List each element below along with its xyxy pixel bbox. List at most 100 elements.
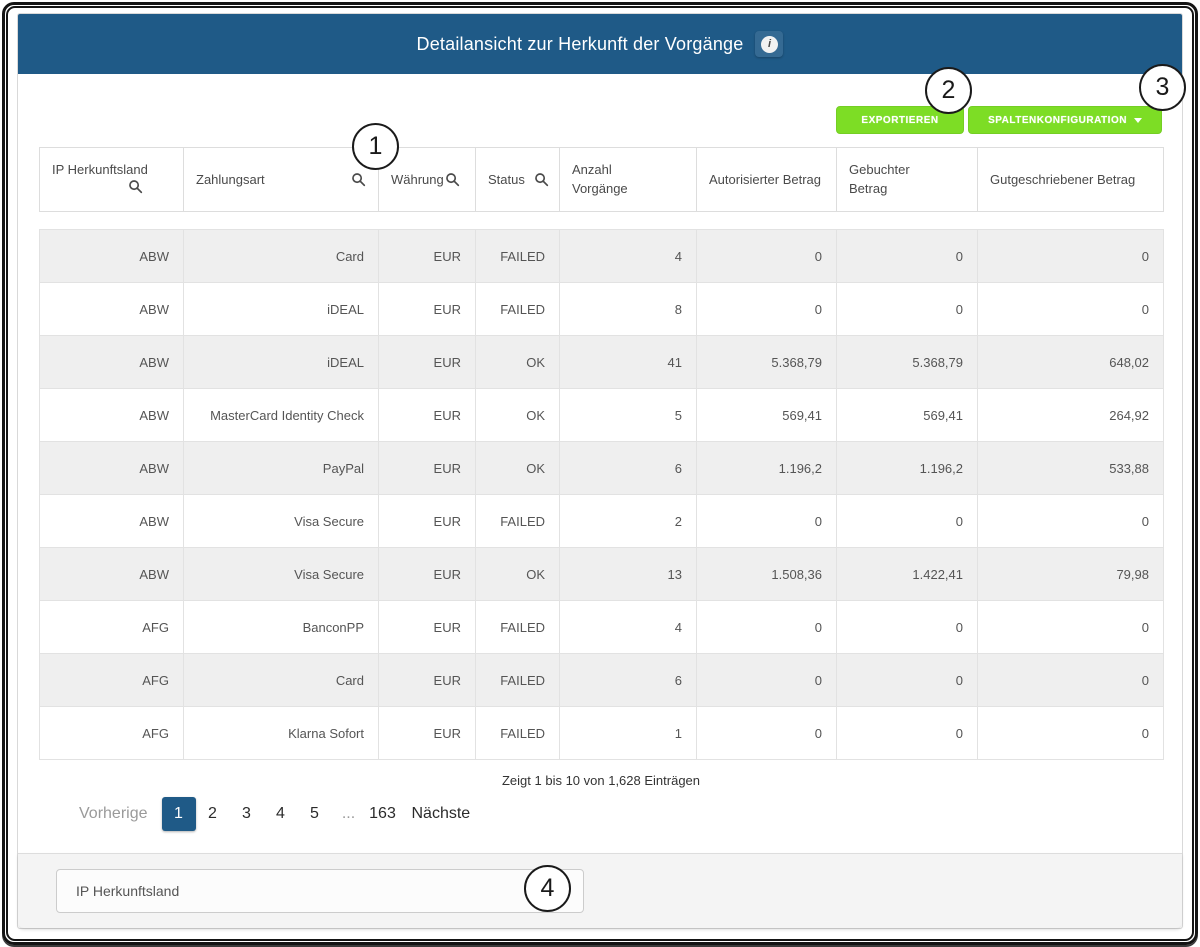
search-icon[interactable] [351,172,366,187]
table-cell: Card [183,229,379,283]
table-cell: iDEAL [183,282,379,336]
table-info-text: Zeigt 1 bis 10 von 1,628 Einträgen [501,773,701,788]
table-header-wrap: IP Herkunftsland Zahlungsart [18,147,1182,760]
pagination-page-3[interactable]: 3 [242,805,251,822]
pagination-pages: 1 2 3 4 5... 163 [161,797,400,831]
table-cell: FAILED [475,229,560,283]
table-cell: ABW [39,282,184,336]
table-cell: EUR [378,547,476,601]
table-row: ABW PayPal EUR OK 6 1.196,2 1.196,2 533,88 [39,441,1164,495]
table-cell: ABW [39,494,184,548]
column-label: Status [488,172,525,187]
callout-3: 3 [1139,64,1186,111]
table-cell: 1 [559,706,697,760]
column-label: Gebuchter Betrag [849,161,910,196]
table-cell: ABW [39,229,184,283]
column-header-ip-herkunftsland[interactable]: IP Herkunftsland [39,147,184,212]
column-configuration-button[interactable]: SPALTENKONFIGURATION [968,106,1162,134]
pagination-previous[interactable]: Vorherige [79,805,148,822]
table-cell: 569,41 [836,388,978,442]
table-cell: 2 [559,494,697,548]
table-cell: 41 [559,335,697,389]
table-cell: 648,02 [977,335,1164,389]
column-header-waehrung[interactable]: Währung [378,147,476,212]
column-label: Anzahl Vorgänge [572,161,628,196]
table-cell: AFG [39,706,184,760]
title-bar: Detailansicht zur Herkunft der Vorgänge … [18,14,1182,74]
pagination-ellipsis: ... [341,805,356,822]
table-cell: 0 [977,494,1164,548]
table-cell: 0 [696,494,837,548]
page-title: Detailansicht zur Herkunft der Vorgänge [416,33,744,54]
pagination-page-2[interactable]: 2 [208,805,217,822]
table-cell: EUR [378,494,476,548]
column-header-gebuchter-betrag[interactable]: Gebuchter Betrag [836,147,978,212]
table-cell: 0 [696,653,837,707]
column-header-autorisierter-betrag[interactable]: Autorisierter Betrag [696,147,837,212]
table-cell: 8 [559,282,697,336]
table-cell: FAILED [475,282,560,336]
column-label: Zahlungsart [196,172,265,187]
table-cell: 5 [559,388,697,442]
table-cell: 569,41 [696,388,837,442]
table-cell: iDEAL [183,335,379,389]
column-header-status[interactable]: Status [475,147,560,212]
table-cell: OK [475,388,560,442]
pagination-page-1[interactable]: 1 [161,797,196,831]
pagination: Vorherige 1 2 3 4 5... 163 Nächste [79,797,1182,831]
info-button[interactable]: i [755,31,784,57]
table-cell: 0 [836,706,978,760]
table-cell: 0 [696,600,837,654]
table-cell: EUR [378,229,476,283]
detail-view-panel: Detailansicht zur Herkunft der Vorgänge … [17,13,1183,929]
table-cell: 5.368,79 [696,335,837,389]
table-cell: OK [475,335,560,389]
table-cell: 0 [836,229,978,283]
table-cell: 79,98 [977,547,1164,601]
toolbar: EXPORTIEREN SPALTENKONFIGURATION [18,74,1182,147]
table-cell: EUR [378,653,476,707]
table-row: ABW Visa Secure EUR OK 13 1.508,36 1.422,41 79,… [39,547,1164,601]
table-cell: 4 [559,229,697,283]
table-cell: ABW [39,441,184,495]
table-cell: FAILED [475,494,560,548]
table-cell: FAILED [475,653,560,707]
table-cell: 0 [696,706,837,760]
search-icon[interactable] [128,179,143,194]
group-by-select[interactable]: IP Herkunftsland [56,869,584,913]
table-row: ABW Visa Secure EUR FAILED 2 0 0 0 [39,494,1164,548]
table-cell: PayPal [183,441,379,495]
pagination-page-5[interactable]: 5 [310,805,319,822]
table-row: ABW Card EUR FAILED 4 0 0 0 [39,229,1164,283]
pagination-page-4[interactable]: 4 [276,805,285,822]
table-cell: MasterCard Identity Check [183,388,379,442]
column-configuration-label: SPALTENKONFIGURATION [988,114,1127,126]
export-button-label: EXPORTIEREN [861,114,939,126]
callout-4: 4 [524,865,571,912]
table-cell: 5.368,79 [836,335,978,389]
pagination-page-163[interactable]: 163 [369,805,396,822]
table-cell: EUR [378,441,476,495]
table-row: AFG Klarna Sofort EUR FAILED 1 0 0 0 [39,706,1164,760]
pagination-next[interactable]: Nächste [411,805,471,822]
table-cell: EUR [378,600,476,654]
column-header-gutgeschriebener-betrag[interactable]: Gutgeschriebener Betrag [977,147,1164,212]
table-cell: Visa Secure [183,547,379,601]
table-row: ABW MasterCard Identity Check EUR OK 5 569,41… [39,388,1164,442]
table-cell: 264,92 [977,388,1164,442]
table-body: ABW Card EUR FAILED 4 0 0 0 ABW iDEAL EUR FAILED 8 0 0… [39,229,1164,760]
table-cell: 0 [977,229,1164,283]
results-table: ABW Card EUR FAILED 4 0 0 0 ABW iDEAL EUR FAILED 8 0 0… [39,229,1164,760]
table-cell: 1.422,41 [836,547,978,601]
search-icon[interactable] [534,172,549,187]
table-cell: ABW [39,547,184,601]
table-cell: BanconPP [183,600,379,654]
results-table-header: IP Herkunftsland Zahlungsart [39,147,1164,212]
table-row: ABW iDEAL EUR OK 41 5.368,79 5.368,79 648,02 [39,335,1164,389]
column-header-zahlungsart[interactable]: Zahlungsart [183,147,379,212]
search-icon[interactable] [445,172,460,187]
column-label: Währung [391,172,444,187]
table-cell: 0 [836,600,978,654]
column-header-anzahl-vorgaenge[interactable]: Anzahl Vorgänge [559,147,697,212]
